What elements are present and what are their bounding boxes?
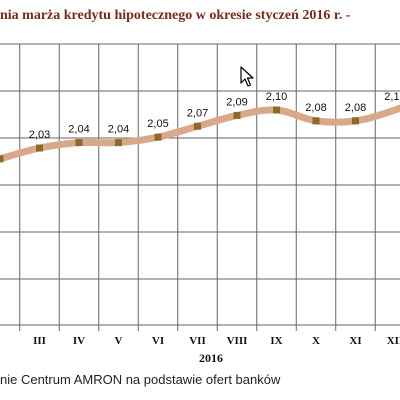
data-label: 2,07	[187, 107, 208, 119]
data-point-marker	[36, 144, 43, 152]
x-tick-label: VII	[189, 335, 206, 347]
x-tick-label: XI	[349, 335, 361, 347]
data-label: 2,03	[29, 129, 50, 141]
data-point-marker	[312, 117, 320, 125]
chart-data-labels: 2,03 2,04 2,04 2,05 2,07 2,09 2,10 2,08 2,08 2,10	[29, 91, 400, 141]
x-tick-label: X	[312, 335, 320, 347]
data-label: 2,08	[345, 102, 366, 114]
source-note: nie Centrum AMRON na podstawie ofert ban…	[0, 372, 281, 387]
data-point-marker	[154, 133, 162, 141]
x-tick-label: IV	[73, 335, 85, 347]
chart-grid	[0, 43, 400, 331]
x-tick-label: III	[33, 335, 46, 347]
data-point-marker	[352, 117, 359, 125]
x-tick-label: VIII	[227, 335, 248, 347]
data-label: 2,09	[226, 96, 247, 108]
data-label: 2,08	[305, 102, 326, 114]
data-point-marker	[233, 111, 241, 119]
data-point-marker	[194, 122, 201, 130]
chart-title: nia marża kredytu hipotecznego w okresie…	[0, 8, 351, 23]
data-point-marker	[115, 139, 122, 147]
x-tick-label: IX	[270, 335, 282, 347]
x-tick-label: V	[115, 335, 123, 347]
x-tick-label: VI	[152, 335, 164, 347]
data-label: 2,04	[108, 124, 129, 136]
data-label: 2,05	[147, 118, 168, 130]
data-point-marker	[75, 139, 83, 147]
data-label: 2,04	[68, 124, 89, 136]
mouse-cursor-icon	[240, 66, 254, 87]
data-point-marker	[0, 155, 4, 163]
chart-markers	[0, 106, 359, 163]
x-tick-label: XII	[387, 335, 400, 347]
data-point-marker	[273, 106, 280, 114]
x-axis-label: 2016	[199, 351, 223, 365]
data-label: 2,10	[266, 91, 287, 103]
data-label: 2,10	[384, 91, 400, 103]
chart-x-ticks: III IV V VI VII VIII IX X XI XII	[33, 335, 400, 347]
